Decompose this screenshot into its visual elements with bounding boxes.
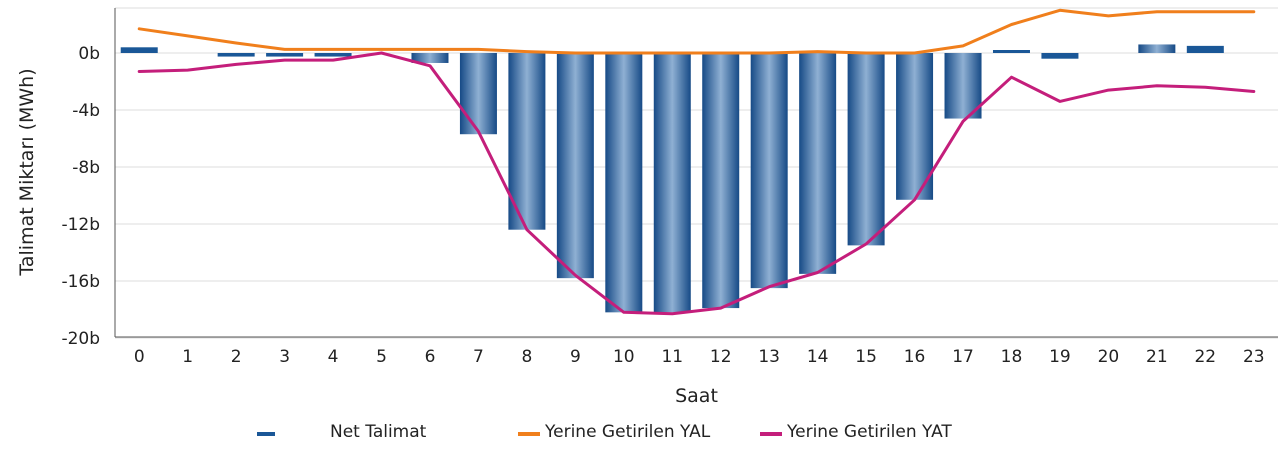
bar <box>217 53 255 57</box>
x-tick-label: 21 <box>1146 347 1168 367</box>
x-tick-label: 8 <box>521 347 532 367</box>
bar <box>1138 44 1176 53</box>
series-line-yerine-getirilen-yal <box>137 8 1256 55</box>
bar <box>1041 53 1079 59</box>
grid-lines <box>115 7 1278 339</box>
x-tick-label: 20 <box>1098 347 1120 367</box>
legend-label: Yerine Getirilen YAT <box>786 422 952 442</box>
y-tick-label: 0b <box>78 44 100 64</box>
bar <box>605 53 643 313</box>
y-axis-title: Talimat Miktarı (MWh) <box>16 68 38 276</box>
x-tick-label: 16 <box>904 347 926 367</box>
y-tick-label: -12b <box>61 215 100 235</box>
x-tick-label: 6 <box>425 347 436 367</box>
line-series <box>137 8 1256 316</box>
x-axis-title: Saat <box>675 385 718 407</box>
x-tick-label: 7 <box>473 347 484 367</box>
legend-swatch <box>760 432 782 436</box>
series-line-yerine-getirilen-yat <box>137 51 1256 316</box>
x-tick-label: 17 <box>952 347 974 367</box>
x-tick-label: 22 <box>1194 347 1216 367</box>
x-tick-label: 18 <box>1001 347 1023 367</box>
y-tick-label: -20b <box>61 329 100 349</box>
x-tick-label: 4 <box>328 347 339 367</box>
x-tick-label: 2 <box>231 347 242 367</box>
y-tick-label: -4b <box>72 101 100 121</box>
bar <box>799 53 837 274</box>
bar <box>556 53 594 279</box>
x-tick-label: 19 <box>1049 347 1071 367</box>
x-tick-label: 0 <box>134 347 145 367</box>
legend-label: Yerine Getirilen YAL <box>544 422 711 442</box>
x-tick-label: 1 <box>182 347 193 367</box>
bar <box>120 47 158 53</box>
legend: Net Talimat Yerine Getirilen YAL Yerine Ge… <box>257 422 952 442</box>
legend-swatch <box>257 432 275 436</box>
bar <box>847 53 885 246</box>
y-tick-label: -8b <box>72 158 100 178</box>
legend-swatch <box>518 432 540 436</box>
axes <box>114 8 1278 338</box>
x-tick-label: 23 <box>1243 347 1265 367</box>
x-tick-label: 10 <box>613 347 635 367</box>
bar <box>750 53 788 289</box>
bar <box>992 50 1030 53</box>
bar-series <box>120 44 1224 313</box>
x-tick-label: 12 <box>710 347 732 367</box>
bar <box>314 53 352 57</box>
x-tick-label: 11 <box>661 347 683 367</box>
x-tick-label: 15 <box>855 347 877 367</box>
x-tick-label: 9 <box>570 347 581 367</box>
bar <box>508 53 546 230</box>
bar <box>944 53 982 119</box>
bar <box>702 53 740 309</box>
bar <box>896 53 934 200</box>
x-tick-label: 14 <box>807 347 829 367</box>
legend-label: Net Talimat <box>330 422 427 442</box>
y-tick-label: -16b <box>61 272 100 292</box>
bar <box>1186 45 1224 53</box>
bar <box>266 53 304 57</box>
x-tick-label: 3 <box>279 347 290 367</box>
bar <box>411 53 449 63</box>
bar <box>653 53 691 313</box>
x-tick-label: 5 <box>376 347 387 367</box>
x-tick-label: 13 <box>758 347 780 367</box>
bar <box>459 53 497 135</box>
